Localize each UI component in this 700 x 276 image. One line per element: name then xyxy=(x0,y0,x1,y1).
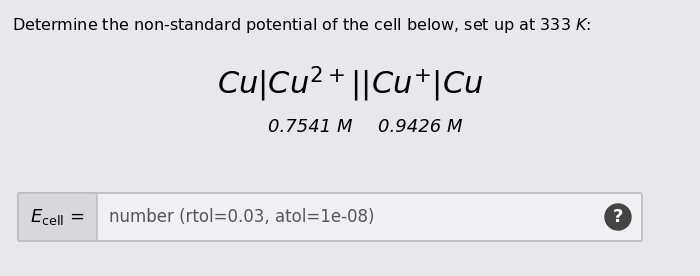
Text: 0.9426 M: 0.9426 M xyxy=(378,118,462,136)
Text: $\mathit{Cu}|\mathit{Cu}^{2+}||\mathit{Cu}^{+}|\mathit{Cu}$: $\mathit{Cu}|\mathit{Cu}^{2+}||\mathit{C… xyxy=(217,65,483,105)
Text: number (rtol=0.03, atol=1e-08): number (rtol=0.03, atol=1e-08) xyxy=(109,208,374,226)
Text: 0.7541 M: 0.7541 M xyxy=(267,118,352,136)
Circle shape xyxy=(605,204,631,230)
FancyBboxPatch shape xyxy=(18,193,642,241)
Text: Determine the non-standard potential of the cell below, set up at 333 $K$:: Determine the non-standard potential of … xyxy=(12,16,592,35)
FancyBboxPatch shape xyxy=(18,193,97,241)
Text: ?: ? xyxy=(612,208,623,226)
Text: $E_{\mathrm{cell}}$ =: $E_{\mathrm{cell}}$ = xyxy=(30,207,85,227)
